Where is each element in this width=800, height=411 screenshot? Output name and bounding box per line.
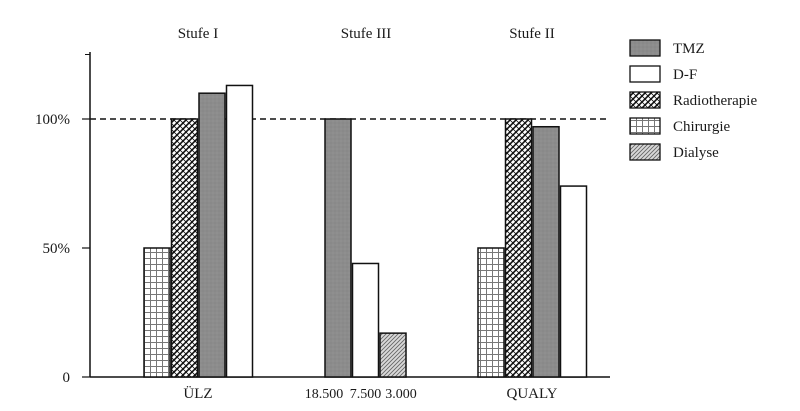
bar-bottom-label: 3.000 <box>385 387 417 402</box>
bar-bottom-label: 7.500 <box>350 387 382 402</box>
legend-swatch <box>629 91 661 109</box>
group-top-label: Stufe III <box>341 26 391 42</box>
group-bottom-label: ÜLZ <box>183 385 212 402</box>
legend-swatch <box>629 143 661 161</box>
legend-swatch <box>629 65 661 83</box>
y-tick-label: 0 <box>63 370 71 386</box>
y-tick-label: 100% <box>35 112 70 128</box>
legend-label: D-F <box>673 67 697 83</box>
legend-label: Chirurgie <box>673 119 731 135</box>
legend-label: Radiotherapie <box>673 93 757 109</box>
bar-d-f <box>351 262 380 378</box>
bar-dialyse <box>379 332 407 378</box>
bar-tmz <box>324 118 352 378</box>
bar-radiotherapie <box>170 118 199 378</box>
bar-chirurgie <box>477 247 505 378</box>
legend-swatch <box>629 117 661 135</box>
legend-swatch <box>629 39 661 57</box>
bar-bottom-label: 18.500 <box>305 387 344 402</box>
bar-tmz <box>198 92 226 378</box>
legend-label: TMZ <box>673 41 705 57</box>
y-tick-label: 50% <box>43 241 71 257</box>
bar-d-f <box>559 185 588 378</box>
legend-label: Dialyse <box>673 145 719 161</box>
bar-d-f <box>225 84 254 378</box>
bar-tmz <box>532 125 560 378</box>
bar-chirurgie <box>143 247 171 378</box>
bar-radiotherapie <box>504 118 533 378</box>
group-bottom-label: QUALY <box>507 386 558 402</box>
group-top-label: Stufe I <box>178 26 218 42</box>
group-top-label: Stufe II <box>509 26 554 42</box>
